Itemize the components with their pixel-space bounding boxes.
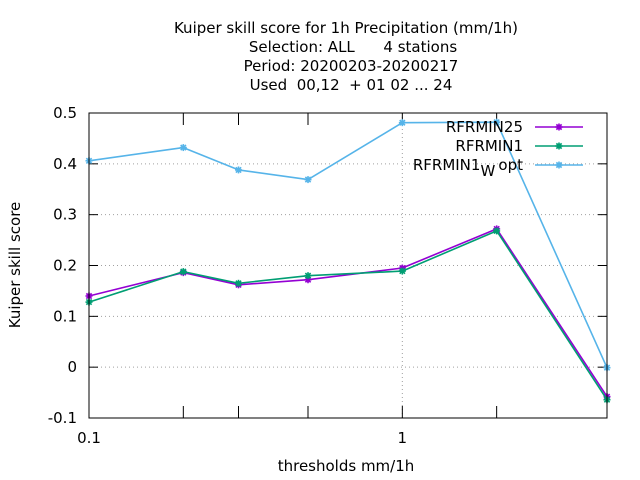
y-tick-label: 0: [67, 358, 77, 376]
y-tick-label: 0.1: [53, 307, 77, 325]
y-axis-label: Kuiper skill score: [6, 202, 24, 329]
y-tick-label: 0.5: [53, 104, 77, 122]
legend-item: RFRMIN1W opt: [413, 156, 583, 180]
legend-swatch-marker: [555, 142, 563, 150]
y-tick-label: 0.4: [53, 155, 77, 173]
data-point: [493, 118, 501, 126]
data-point: [398, 267, 406, 275]
data-point: [493, 227, 501, 235]
grid-lines: [88, 112, 607, 419]
data-point: [304, 176, 312, 184]
series-2: [85, 227, 611, 404]
y-tick-label: 0.2: [53, 257, 77, 275]
series-line: [88, 230, 608, 401]
legend-swatch-marker: [555, 123, 563, 131]
series-line: [88, 121, 608, 369]
legend-label: RFRMIN1: [455, 137, 523, 155]
x-tick-label: 1: [398, 429, 408, 447]
series-group: [85, 118, 611, 404]
series-1: [85, 225, 611, 401]
data-point: [304, 272, 312, 280]
legend-label: RFRMIN25: [446, 118, 523, 136]
legend-item: RFRMIN1: [455, 137, 583, 155]
title-line-4: Used 00,12 + 01 02 ... 24: [250, 76, 453, 94]
series-3: [85, 118, 611, 372]
legend-label: RFRMIN1W opt: [413, 156, 523, 180]
y-tick-label: 0.3: [53, 206, 77, 224]
data-point: [179, 144, 187, 152]
chart-title: Kuiper skill score for 1h Precipitation …: [174, 19, 518, 94]
x-axis-label: thresholds mm/1h: [278, 457, 415, 475]
series-line: [88, 228, 608, 398]
title-line-1: Kuiper skill score for 1h Precipitation …: [174, 19, 518, 37]
y-tick-label: -0.1: [48, 409, 77, 427]
legend-item: RFRMIN25: [446, 118, 583, 136]
data-point: [398, 119, 406, 127]
title-line-2: Selection: ALL 4 stations: [249, 38, 457, 56]
legend-swatch-marker: [555, 161, 563, 169]
title-line-3: Period: 20200203-20200217: [244, 57, 459, 75]
data-point: [234, 279, 242, 287]
plot-border: [88, 112, 608, 419]
data-point: [234, 166, 242, 174]
x-tick-label: 0.1: [77, 429, 101, 447]
data-point: [179, 268, 187, 276]
